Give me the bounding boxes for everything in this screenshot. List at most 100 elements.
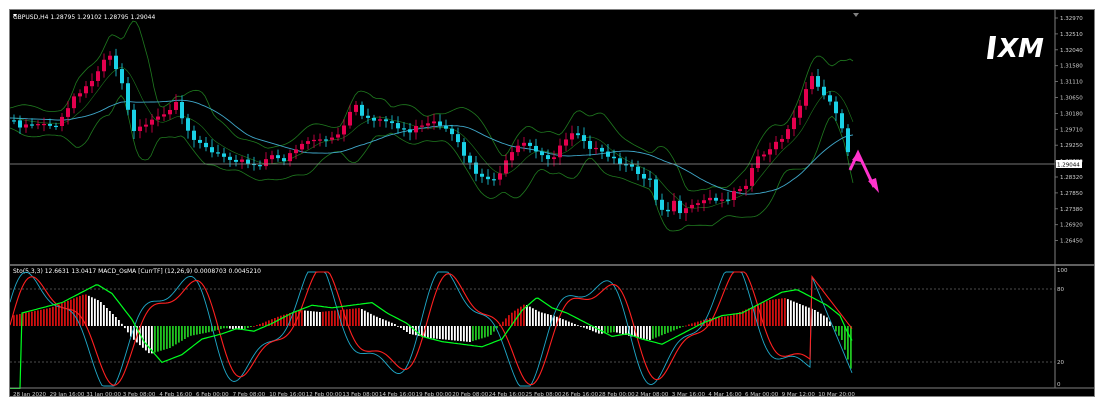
candle (684, 202, 688, 222)
macd-bar (343, 309, 345, 326)
macd-bar (475, 326, 477, 341)
macd-bar (535, 309, 537, 326)
macd-bar (103, 305, 105, 326)
candle (804, 82, 808, 110)
candle (606, 143, 610, 162)
macd-bar (604, 326, 606, 334)
chart-window[interactable]: GBPUSD,H4 1.28795 1.29102 1.28795 1.2904… (9, 9, 1095, 397)
time-label: 6 Feb 00:00 (196, 392, 229, 397)
macd-bar (370, 313, 372, 326)
macd-bar (448, 326, 450, 340)
macd-bar (652, 326, 654, 339)
macd-bar (175, 326, 177, 345)
candle (786, 124, 790, 143)
candle (594, 141, 598, 155)
bollinger-bands (10, 20, 854, 232)
macd-bar (295, 311, 297, 326)
macd-bar (25, 312, 27, 326)
candle (474, 155, 478, 182)
indicator-pane[interactable]: Sto(5,3,3) 12.6631 13.0417 MACD_OsMA [Cu… (10, 265, 1068, 389)
candle (630, 159, 634, 171)
time-label: 12 Feb 00:00 (306, 392, 343, 397)
macd-bar (664, 326, 666, 334)
macd-bar (688, 324, 690, 326)
candle (54, 122, 58, 130)
chart-canvas[interactable]: GBPUSD,H4 1.28795 1.29102 1.28795 1.2904… (10, 10, 1095, 397)
macd-bar (19, 314, 21, 326)
macd-bar (817, 311, 819, 326)
time-label: 7 Feb 08:00 (233, 392, 266, 397)
xm-logo-icon: XM (987, 34, 1044, 64)
macd-bar (742, 310, 744, 326)
macd-bar (421, 326, 423, 337)
macd-bar (772, 299, 774, 326)
candle (480, 168, 484, 183)
macd-bar (520, 306, 522, 326)
macd-bar (640, 326, 642, 339)
macd-bar (571, 322, 573, 326)
macd-bar (394, 324, 396, 326)
candle (90, 73, 94, 94)
macd-bar (490, 326, 492, 335)
macd-bar (229, 326, 231, 329)
macd-bar (553, 315, 555, 326)
macd-bar (763, 302, 765, 326)
time-label: 9 Mar 12:00 (782, 392, 816, 397)
macd-bar (769, 300, 771, 326)
macd-bar (721, 316, 723, 326)
time-label: 4 Mar 16:00 (708, 392, 742, 397)
current-price-label: 1.29044 (1057, 163, 1080, 169)
macd-bar (58, 304, 60, 326)
candle (84, 81, 88, 98)
macd-bar (439, 326, 441, 339)
macd-bar (580, 326, 582, 327)
macd-bar (166, 326, 168, 349)
candle (774, 136, 778, 156)
candle (180, 95, 184, 125)
candle (660, 193, 664, 216)
macd-bar (133, 326, 135, 340)
candle (204, 137, 208, 152)
chart-shift-triangle-icon[interactable] (853, 13, 859, 17)
xm-logo-text: XM (996, 34, 1044, 64)
macd-bar (784, 298, 786, 326)
candle (18, 115, 22, 134)
macd-bar (454, 326, 456, 341)
candle (324, 135, 328, 147)
price-label: 1.32510 (1060, 32, 1083, 38)
candle (66, 101, 70, 125)
macd-bar (163, 326, 165, 350)
main-price-pane[interactable]: GBPUSD,H4 1.28795 1.29102 1.28795 1.2904… (10, 10, 1083, 265)
macd-bar (232, 326, 234, 329)
macd-bar (298, 310, 300, 326)
macd-bar (31, 311, 33, 326)
candle (390, 115, 394, 130)
macd-bar (205, 326, 207, 333)
candle (444, 119, 448, 132)
macd-bar (241, 326, 243, 330)
candle (840, 109, 844, 133)
price-axis: 1.32970 1.32510 1.32040 1.31580 1.31110 1.306… (1055, 16, 1083, 245)
macd-bar (508, 315, 510, 326)
candle (570, 125, 574, 147)
macd-bar (130, 326, 132, 337)
candle (696, 199, 700, 212)
candle (612, 149, 616, 165)
candlesticks (12, 48, 850, 222)
candle (456, 127, 460, 148)
macd-bar (544, 313, 546, 326)
macd-bar (304, 310, 306, 326)
macd-bar (328, 311, 330, 326)
time-label: 28 Jan 2020 (13, 392, 46, 397)
macd-bar (121, 323, 123, 326)
dropdown-triangle-icon[interactable] (13, 14, 17, 17)
macd-bar (514, 310, 516, 326)
macd-bar (208, 326, 210, 333)
time-label: 3 Feb 08:00 (123, 392, 156, 397)
candle (798, 99, 802, 125)
macd-bar (280, 315, 282, 326)
macd-signal-line (10, 284, 853, 389)
candle (372, 114, 376, 128)
macd-bar (61, 303, 63, 326)
